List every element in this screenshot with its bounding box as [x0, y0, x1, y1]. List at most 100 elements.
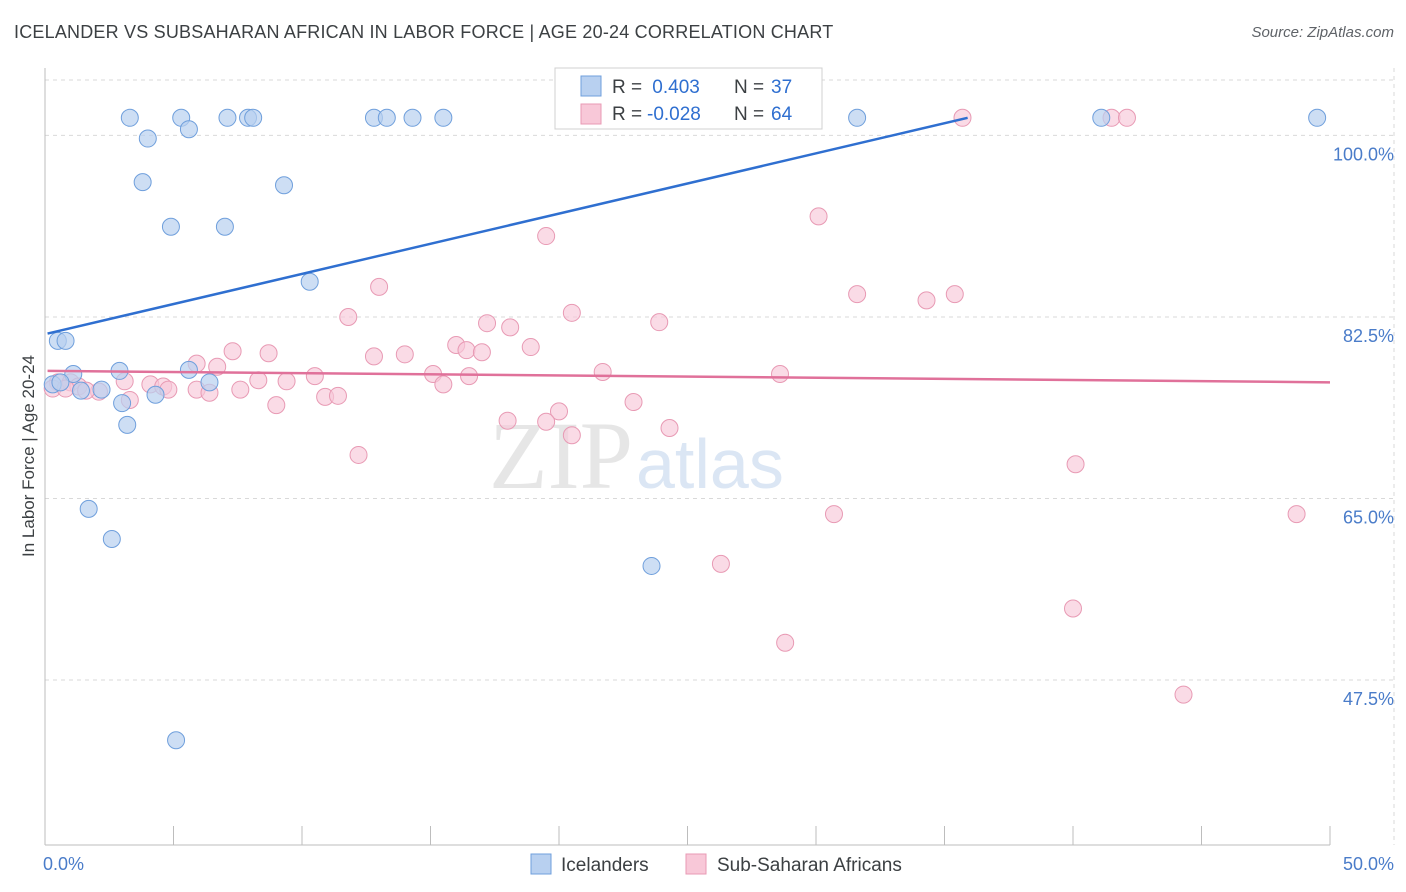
point-icelander-0	[120, 108, 139, 127]
point-sub-saharan-39	[249, 371, 268, 390]
legend-n-value-sub-saharan: 64	[771, 104, 793, 125]
point-sub-saharan-26	[593, 362, 612, 381]
y-tick-label-2: 82.5%	[1343, 326, 1394, 346]
point-sub-saharan-14	[501, 318, 520, 337]
point-icelander-15	[133, 173, 152, 192]
point-sub-saharan-44	[434, 375, 453, 394]
point-sub-saharan-55	[562, 426, 581, 445]
point-icelander-22	[64, 365, 83, 384]
watermark-atlas: atlas	[636, 425, 784, 503]
point-sub-saharan-60	[1287, 505, 1306, 524]
point-sub-saharan-54	[537, 412, 556, 431]
point-sub-saharan-45	[460, 367, 479, 386]
point-sub-saharan-50	[267, 396, 286, 415]
point-icelander-31	[113, 394, 132, 413]
y-tick-label-0: 47.5%	[1343, 689, 1394, 709]
point-sub-saharan-18	[521, 338, 540, 357]
point-sub-saharan-9	[945, 285, 964, 304]
point-sub-saharan-16	[457, 341, 476, 360]
point-sub-saharan-21	[364, 347, 383, 366]
point-icelander-6	[377, 108, 396, 127]
point-sub-saharan-40	[277, 372, 296, 391]
point-sub-saharan-5	[537, 227, 556, 246]
point-sub-saharan-64	[1174, 685, 1193, 704]
point-sub-saharan-22	[395, 345, 414, 364]
point-sub-saharan-63	[776, 633, 795, 652]
point-sub-saharan-8	[917, 291, 936, 310]
point-sub-saharan-62	[1064, 599, 1082, 618]
point-icelander-36	[167, 731, 186, 750]
point-icelander-19	[300, 272, 319, 291]
point-sub-saharan-58	[1066, 455, 1085, 474]
point-sub-saharan-27	[771, 365, 790, 384]
chart-title: ICELANDER VS SUBSAHARAN AFRICAN IN LABOR…	[14, 22, 834, 42]
point-sub-saharan-20	[259, 344, 278, 363]
point-sub-saharan-24	[208, 357, 227, 376]
legend-swatch-icelanders	[580, 75, 602, 97]
point-icelander-8	[434, 108, 453, 127]
point-sub-saharan-3	[1117, 108, 1136, 127]
point-sub-saharan-61	[711, 554, 730, 573]
point-sub-saharan-52	[624, 393, 643, 412]
y-tick-label-3: 100.0%	[1333, 144, 1394, 164]
point-icelander-26	[51, 373, 70, 392]
point-icelander-33	[79, 499, 98, 518]
legend-r-label-sub-saharan: R =	[612, 104, 647, 125]
series-sub-saharan-africans	[43, 108, 1306, 704]
point-sub-saharan-56	[660, 418, 679, 437]
point-sub-saharan-51	[550, 402, 568, 421]
point-icelander-10	[848, 108, 867, 127]
legend-r-value-sub-saharan: -0.028	[647, 104, 701, 125]
point-sub-saharan-4	[809, 207, 828, 226]
point-icelander-13	[179, 120, 198, 139]
trend-line-sub-saharan	[47, 369, 1331, 384]
point-icelander-34	[102, 529, 121, 548]
x-tick-label-min: 0.0%	[43, 854, 84, 874]
axes	[44, 68, 1331, 846]
point-icelander-4	[244, 108, 263, 127]
x-tick-labels: 0.0% 50.0%	[43, 854, 1394, 874]
point-sub-saharan-53	[498, 411, 517, 430]
point-icelander-17	[161, 217, 180, 236]
y-tick-label-1: 65.0%	[1343, 508, 1394, 528]
point-icelander-24	[179, 360, 198, 379]
bottom-legend-swatch-sub-saharan	[685, 853, 707, 875]
point-icelander-14	[138, 129, 157, 148]
bottom-legend: Icelanders Sub-Saharan Africans	[530, 853, 902, 876]
point-icelander-29	[200, 373, 219, 392]
trend-lines	[47, 116, 1331, 384]
point-sub-saharan-57	[349, 445, 368, 464]
bottom-legend-swatch-icelanders	[530, 853, 552, 875]
point-icelander-30	[146, 385, 165, 404]
point-sub-saharan-19	[223, 342, 242, 361]
legend-swatch-sub-saharan	[580, 103, 602, 125]
point-icelander-18	[215, 217, 234, 236]
y-axis-label: In Labor Force | Age 20-24	[19, 355, 38, 557]
point-sub-saharan-38	[231, 380, 250, 399]
legend-n-label-sub-saharan: N =	[734, 104, 769, 125]
point-icelander-16	[275, 176, 294, 195]
point-sub-saharan-6	[370, 277, 389, 296]
y-tick-labels: 47.5% 65.0% 82.5% 100.0%	[1333, 144, 1394, 709]
bottom-legend-label-sub-saharan: Sub-Saharan Africans	[717, 855, 902, 876]
point-sub-saharan-59	[824, 505, 843, 524]
point-icelander-27	[92, 380, 111, 399]
legend-n-label-icelanders: N =	[734, 77, 769, 98]
point-icelander-11	[1092, 108, 1111, 127]
legend-r-value-icelanders: 0.403	[647, 77, 700, 98]
point-icelander-32	[118, 415, 137, 434]
point-sub-saharan-11	[650, 313, 669, 332]
legend-r-label-icelanders: R =	[612, 77, 647, 98]
watermark: ZIP atlas	[489, 402, 784, 509]
point-sub-saharan-41	[305, 367, 324, 386]
point-sub-saharan-13	[478, 314, 497, 333]
point-icelander-21	[56, 331, 75, 350]
x-tick-label-max: 50.0%	[1343, 854, 1394, 874]
bottom-legend-label-icelanders: Icelanders	[561, 855, 649, 876]
point-sub-saharan-17	[472, 343, 491, 362]
point-icelander-12	[1308, 108, 1327, 127]
point-icelander-28	[71, 381, 90, 400]
point-sub-saharan-12	[339, 307, 358, 326]
point-sub-saharan-10	[562, 303, 581, 322]
